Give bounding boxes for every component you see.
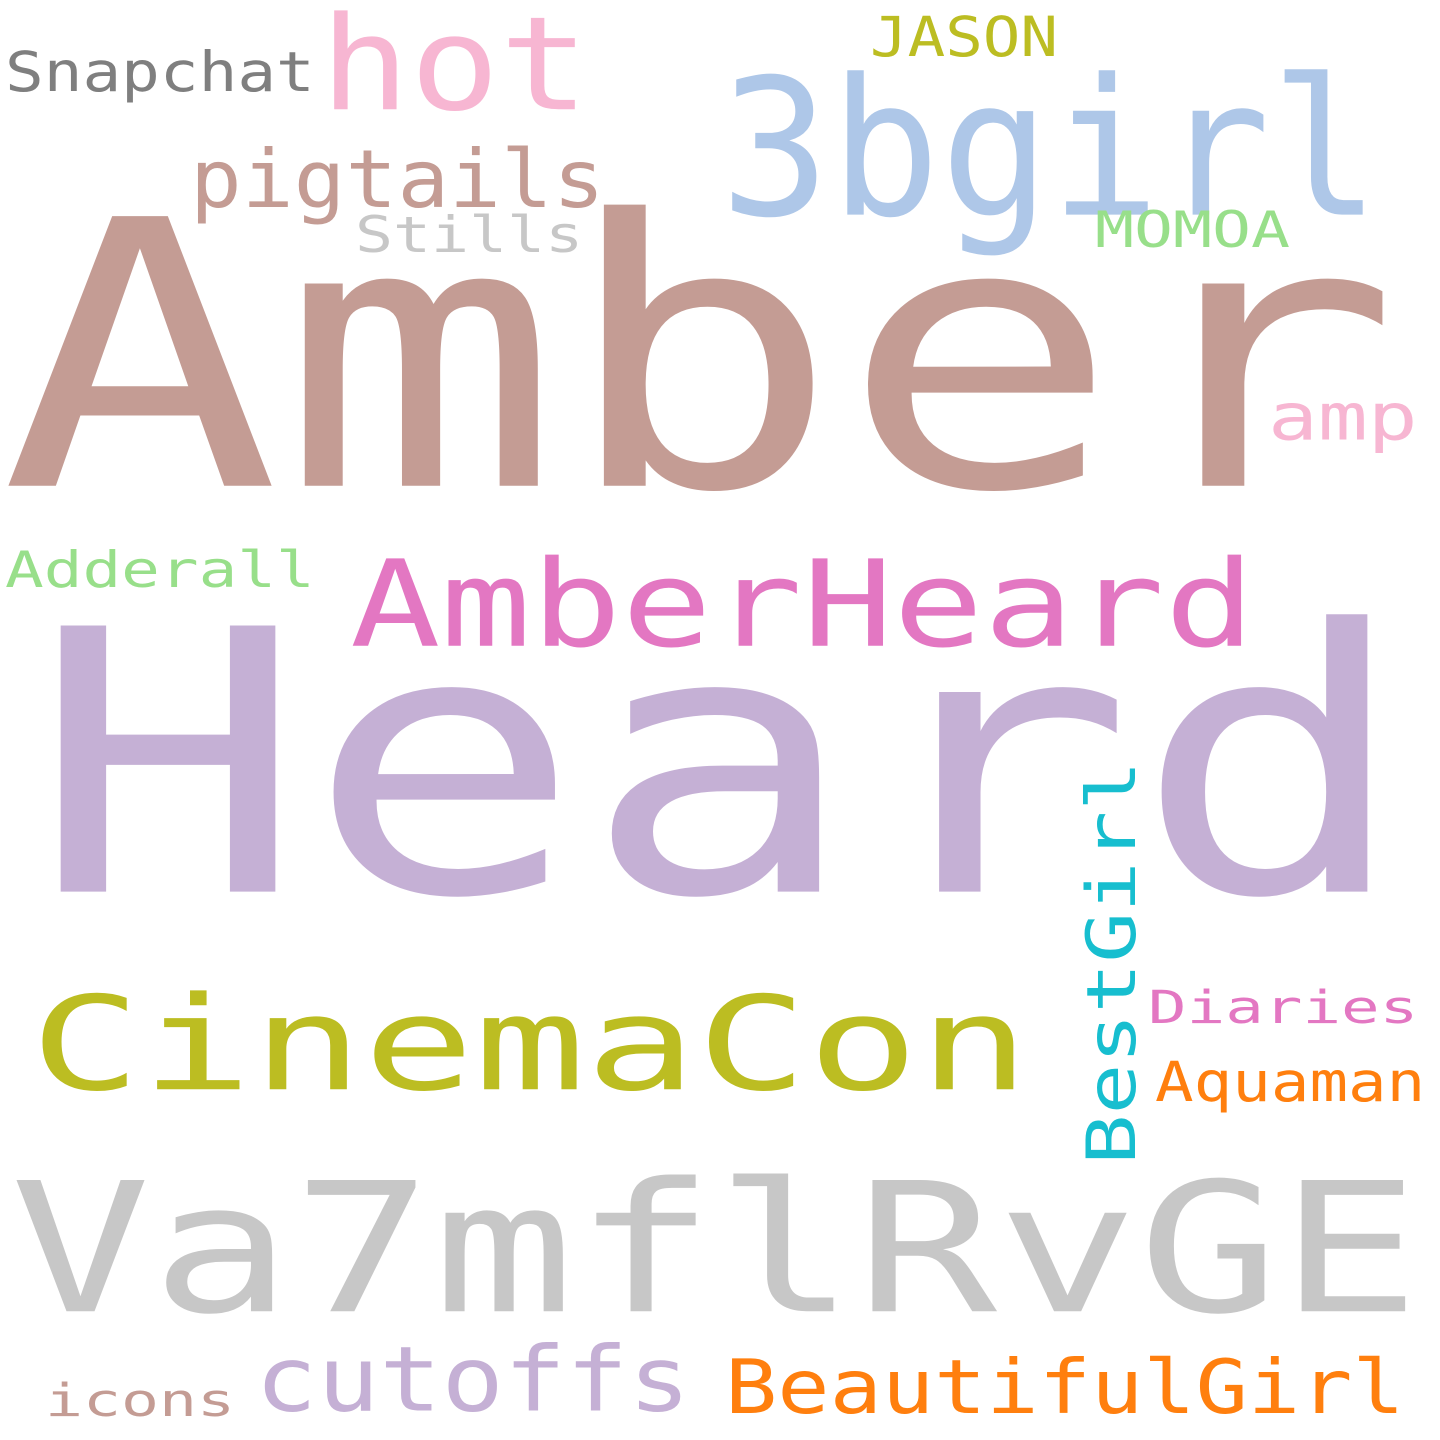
word-pigtails: pigtails bbox=[190, 132, 605, 227]
word-jason: JASON bbox=[870, 5, 1059, 70]
word-diaries: Diaries bbox=[1148, 980, 1419, 1034]
word-amber: Amber bbox=[0, 141, 1401, 575]
word-beautifulgirl: BeautifulGirl bbox=[725, 1343, 1405, 1431]
word-momoa: MOMOA bbox=[1095, 200, 1291, 259]
word-heard: Heard bbox=[30, 552, 1411, 980]
word-hot: hot bbox=[320, 0, 590, 141]
word-amberheard: AmberHeard bbox=[350, 534, 1256, 675]
word-icons: icons bbox=[45, 1373, 236, 1427]
word-cinemacon: CinemaCon bbox=[30, 968, 1030, 1121]
word-adderall: Adderall bbox=[5, 540, 315, 599]
word-bestgirl: BestGirl bbox=[1071, 760, 1152, 1165]
word-aquaman: Aquaman bbox=[1155, 1050, 1426, 1115]
word-cutoffs: cutoffs bbox=[255, 1326, 691, 1433]
word-stills: Stills bbox=[355, 205, 584, 264]
word-3bgirl: 3bgirl bbox=[720, 37, 1381, 261]
word-va7mflrvge: Va7mflRvGE bbox=[10, 1143, 1421, 1355]
word-amp: amp bbox=[1268, 379, 1418, 456]
word-snapchat: Snapchat bbox=[5, 40, 315, 105]
